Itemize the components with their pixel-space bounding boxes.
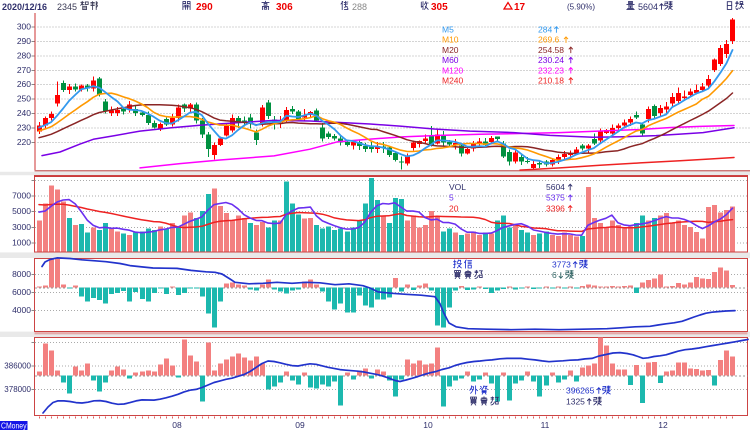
svg-text:270: 270 [17,65,31,75]
svg-text:VOL: VOL [449,182,466,192]
svg-text:10: 10 [423,420,433,430]
svg-text:4000: 4000 [12,305,31,315]
svg-text:230: 230 [17,123,31,133]
svg-text:M240: M240 [442,76,464,86]
svg-text:11: 11 [541,420,550,430]
svg-text:210.18: 210.18 [538,76,564,86]
svg-text:M60: M60 [442,55,459,65]
svg-text:300: 300 [17,22,31,32]
svg-text:2345: 2345 [57,2,77,12]
svg-text:254.58: 254.58 [538,45,564,55]
svg-text:290: 290 [196,2,213,13]
svg-text:6: 6 [552,270,557,280]
svg-text:230.24: 230.24 [538,55,564,65]
svg-text:08: 08 [172,420,182,430]
svg-text:288: 288 [352,2,367,12]
svg-text:290: 290 [17,36,31,46]
svg-text:6000: 6000 [12,287,31,297]
svg-text:1000: 1000 [12,238,31,248]
svg-text:306: 306 [276,2,293,13]
svg-text:1325: 1325 [566,397,585,407]
svg-text:5604: 5604 [546,182,565,192]
svg-text:20: 20 [449,203,459,213]
svg-text:260: 260 [17,79,31,89]
svg-text:5375: 5375 [546,193,565,203]
svg-text:3773: 3773 [552,260,571,270]
svg-text:378000: 378000 [4,385,31,394]
svg-text:269.6: 269.6 [538,35,560,45]
svg-text:M20: M20 [442,45,459,55]
svg-text:305: 305 [431,2,448,13]
svg-text:2020/12/16: 2020/12/16 [2,2,47,12]
svg-text:396265: 396265 [566,386,595,396]
svg-text:5: 5 [449,193,454,203]
svg-text:386000: 386000 [4,361,31,370]
svg-text:M120: M120 [442,65,464,75]
svg-text:280: 280 [17,50,31,60]
svg-text:5000: 5000 [12,206,31,216]
svg-text:250: 250 [17,94,31,104]
svg-text:232.23: 232.23 [538,65,564,75]
svg-text:7000: 7000 [12,191,31,201]
svg-text:284: 284 [538,25,552,35]
svg-text:220: 220 [17,137,31,147]
svg-text:(5.90%): (5.90%) [567,3,595,12]
svg-text:09: 09 [295,420,305,430]
svg-text:M10: M10 [442,35,459,45]
svg-text:CMoney: CMoney [1,422,27,431]
svg-text:240: 240 [17,108,31,118]
svg-text:5604: 5604 [638,2,658,12]
svg-text:3000: 3000 [12,222,31,232]
svg-text:M5: M5 [442,25,454,35]
svg-text:3396: 3396 [546,203,565,213]
svg-text:12: 12 [658,420,668,430]
svg-text:8000: 8000 [12,269,31,279]
svg-text:17: 17 [514,2,526,13]
